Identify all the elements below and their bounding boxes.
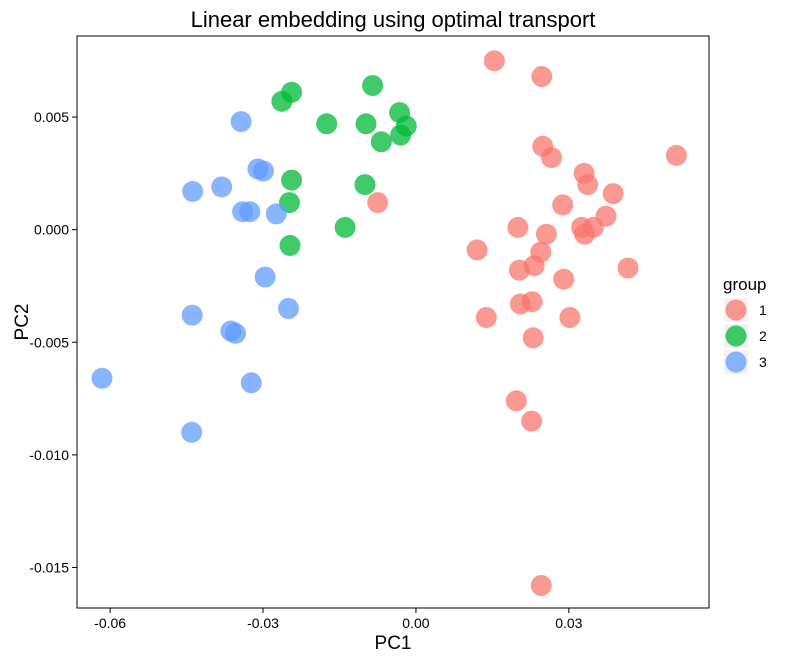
data-point-group-2 [390,124,412,146]
x-axis: -0.06 -0.03 0.00 0.03 [94,608,583,631]
data-point-group-3 [181,421,203,443]
y-tick-label: 0.005 [34,109,69,125]
data-point-group-3 [181,304,203,326]
data-point-group-1 [466,239,488,261]
data-point-group-3 [239,201,261,223]
legend-label: 2 [759,328,767,344]
data-point-group-3 [278,298,299,319]
data-point-group-2 [281,169,303,191]
data-point-group-1 [541,147,562,169]
data-point-group-3 [211,176,233,198]
data-point-group-2 [354,174,376,196]
legend: group 1 2 3 [723,275,767,374]
data-point-group-2 [334,216,356,238]
data-point-group-3 [240,372,262,394]
data-point-group-1 [552,194,574,216]
data-point-group-1 [521,410,543,432]
data-point-group-3 [230,111,252,133]
x-tick-label: 0.00 [402,615,429,631]
data-point-group-3 [225,322,246,344]
y-axis-title: PC2 [12,304,33,341]
data-point-group-3 [253,160,274,182]
data-point-group-2 [355,113,377,135]
data-point-group-1 [617,257,639,279]
data-point-group-1 [508,259,530,281]
data-point-group-1 [574,223,596,245]
data-point-group-1 [530,575,552,596]
x-axis-title: PC1 [375,633,412,654]
data-point-group-3 [265,203,287,225]
data-point-group-2 [362,75,384,96]
y-tick-label: 0.000 [34,222,69,238]
data-point-group-1 [521,291,543,313]
data-point-group-1 [505,390,527,412]
legend-key-group-3 [725,351,747,373]
y-tick-label: -0.015 [29,559,69,575]
x-tick-label: 0.03 [555,615,582,631]
legend-label: 1 [759,302,767,318]
data-point-group-2 [279,234,301,256]
x-tick-label: -0.06 [94,615,126,631]
data-point-group-1 [665,144,687,166]
data-point-group-1 [553,268,575,290]
data-point-group-1 [559,307,581,328]
data-point-group-3 [91,367,113,389]
data-points [91,50,687,596]
data-point-group-3 [182,180,204,202]
y-axis: 0.005 0.000 -0.005 -0.010 -0.015 [29,109,77,575]
y-tick-label: -0.010 [29,447,69,463]
data-point-group-3 [254,266,276,288]
data-point-group-1 [535,223,557,245]
data-point-group-1 [522,327,544,349]
legend-title: group [723,275,766,294]
data-point-group-1 [602,183,624,205]
data-point-group-1 [507,216,529,238]
chart-title: Linear embedding using optimal transport [191,7,596,32]
y-tick-label: -0.005 [29,334,69,350]
data-point-group-1 [483,50,505,72]
data-point-group-2 [370,131,392,153]
data-point-group-2 [316,113,338,135]
legend-key-group-1 [725,299,747,321]
data-point-group-2 [271,90,293,112]
plot-panel [76,35,710,609]
legend-label: 3 [759,354,767,370]
legend-key-group-2 [725,325,747,347]
data-point-group-1 [367,192,389,214]
data-point-group-1 [531,66,553,87]
x-tick-label: -0.03 [247,615,279,631]
data-point-group-1 [475,307,497,328]
data-point-group-1 [577,174,599,196]
